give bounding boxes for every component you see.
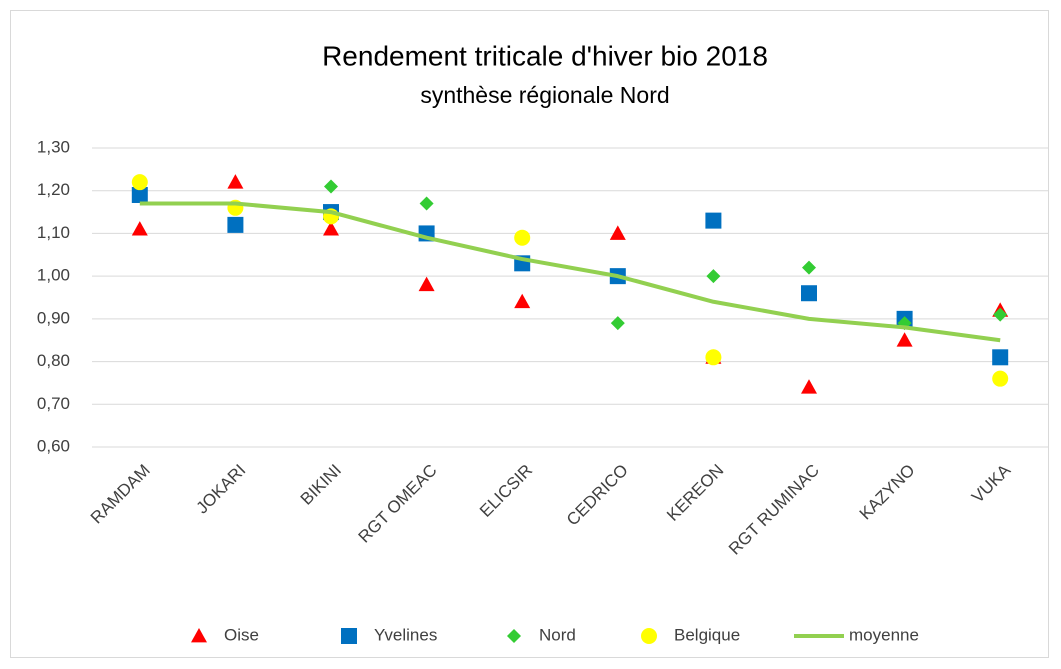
data-point — [802, 260, 816, 275]
data-point — [227, 174, 244, 189]
data-point — [801, 379, 817, 394]
data-point — [324, 179, 338, 194]
data-point — [993, 307, 1008, 322]
legend-label: Oise — [224, 625, 259, 644]
data-point — [896, 332, 913, 347]
y-tick-label: 0,80 — [37, 351, 70, 370]
data-point — [227, 216, 244, 233]
chart-subtitle: synthèse régionale Nord — [420, 82, 669, 108]
chart-title: Rendement triticale d'hiver bio 2018 — [322, 40, 768, 71]
data-point — [131, 174, 148, 191]
data-point — [131, 221, 148, 236]
legend-swatch — [341, 628, 357, 644]
data-point — [131, 186, 148, 203]
data-point — [801, 285, 817, 302]
data-point — [705, 349, 722, 366]
y-tick-label: 1,20 — [37, 180, 70, 199]
legend-label: Belgique — [674, 625, 740, 644]
legend-swatch — [191, 628, 207, 643]
y-tick-label: 1,00 — [37, 266, 70, 285]
data-point — [514, 229, 531, 246]
y-tick-label: 0,90 — [37, 308, 70, 327]
data-point — [705, 212, 722, 229]
data-point — [992, 370, 1009, 387]
data-point — [992, 349, 1009, 366]
y-tick-label: 1,30 — [37, 137, 70, 156]
data-point — [610, 316, 625, 331]
legend-swatch — [507, 629, 521, 643]
legend-label: moyenne — [849, 625, 919, 644]
data-point — [706, 269, 721, 284]
data-point — [419, 196, 434, 211]
legend-label: Yvelines — [374, 625, 437, 644]
legend-swatch — [641, 628, 657, 644]
y-tick-label: 1,10 — [37, 223, 70, 242]
series-line — [139, 201, 1001, 343]
data-point — [418, 276, 435, 292]
data-point — [323, 221, 339, 236]
chart-frame — [10, 10, 1049, 658]
y-tick-label: 0,60 — [37, 436, 70, 455]
data-point — [514, 293, 531, 309]
data-point — [609, 225, 626, 240]
y-tick-label: 0,70 — [37, 394, 70, 413]
legend-label: Nord — [539, 625, 576, 644]
